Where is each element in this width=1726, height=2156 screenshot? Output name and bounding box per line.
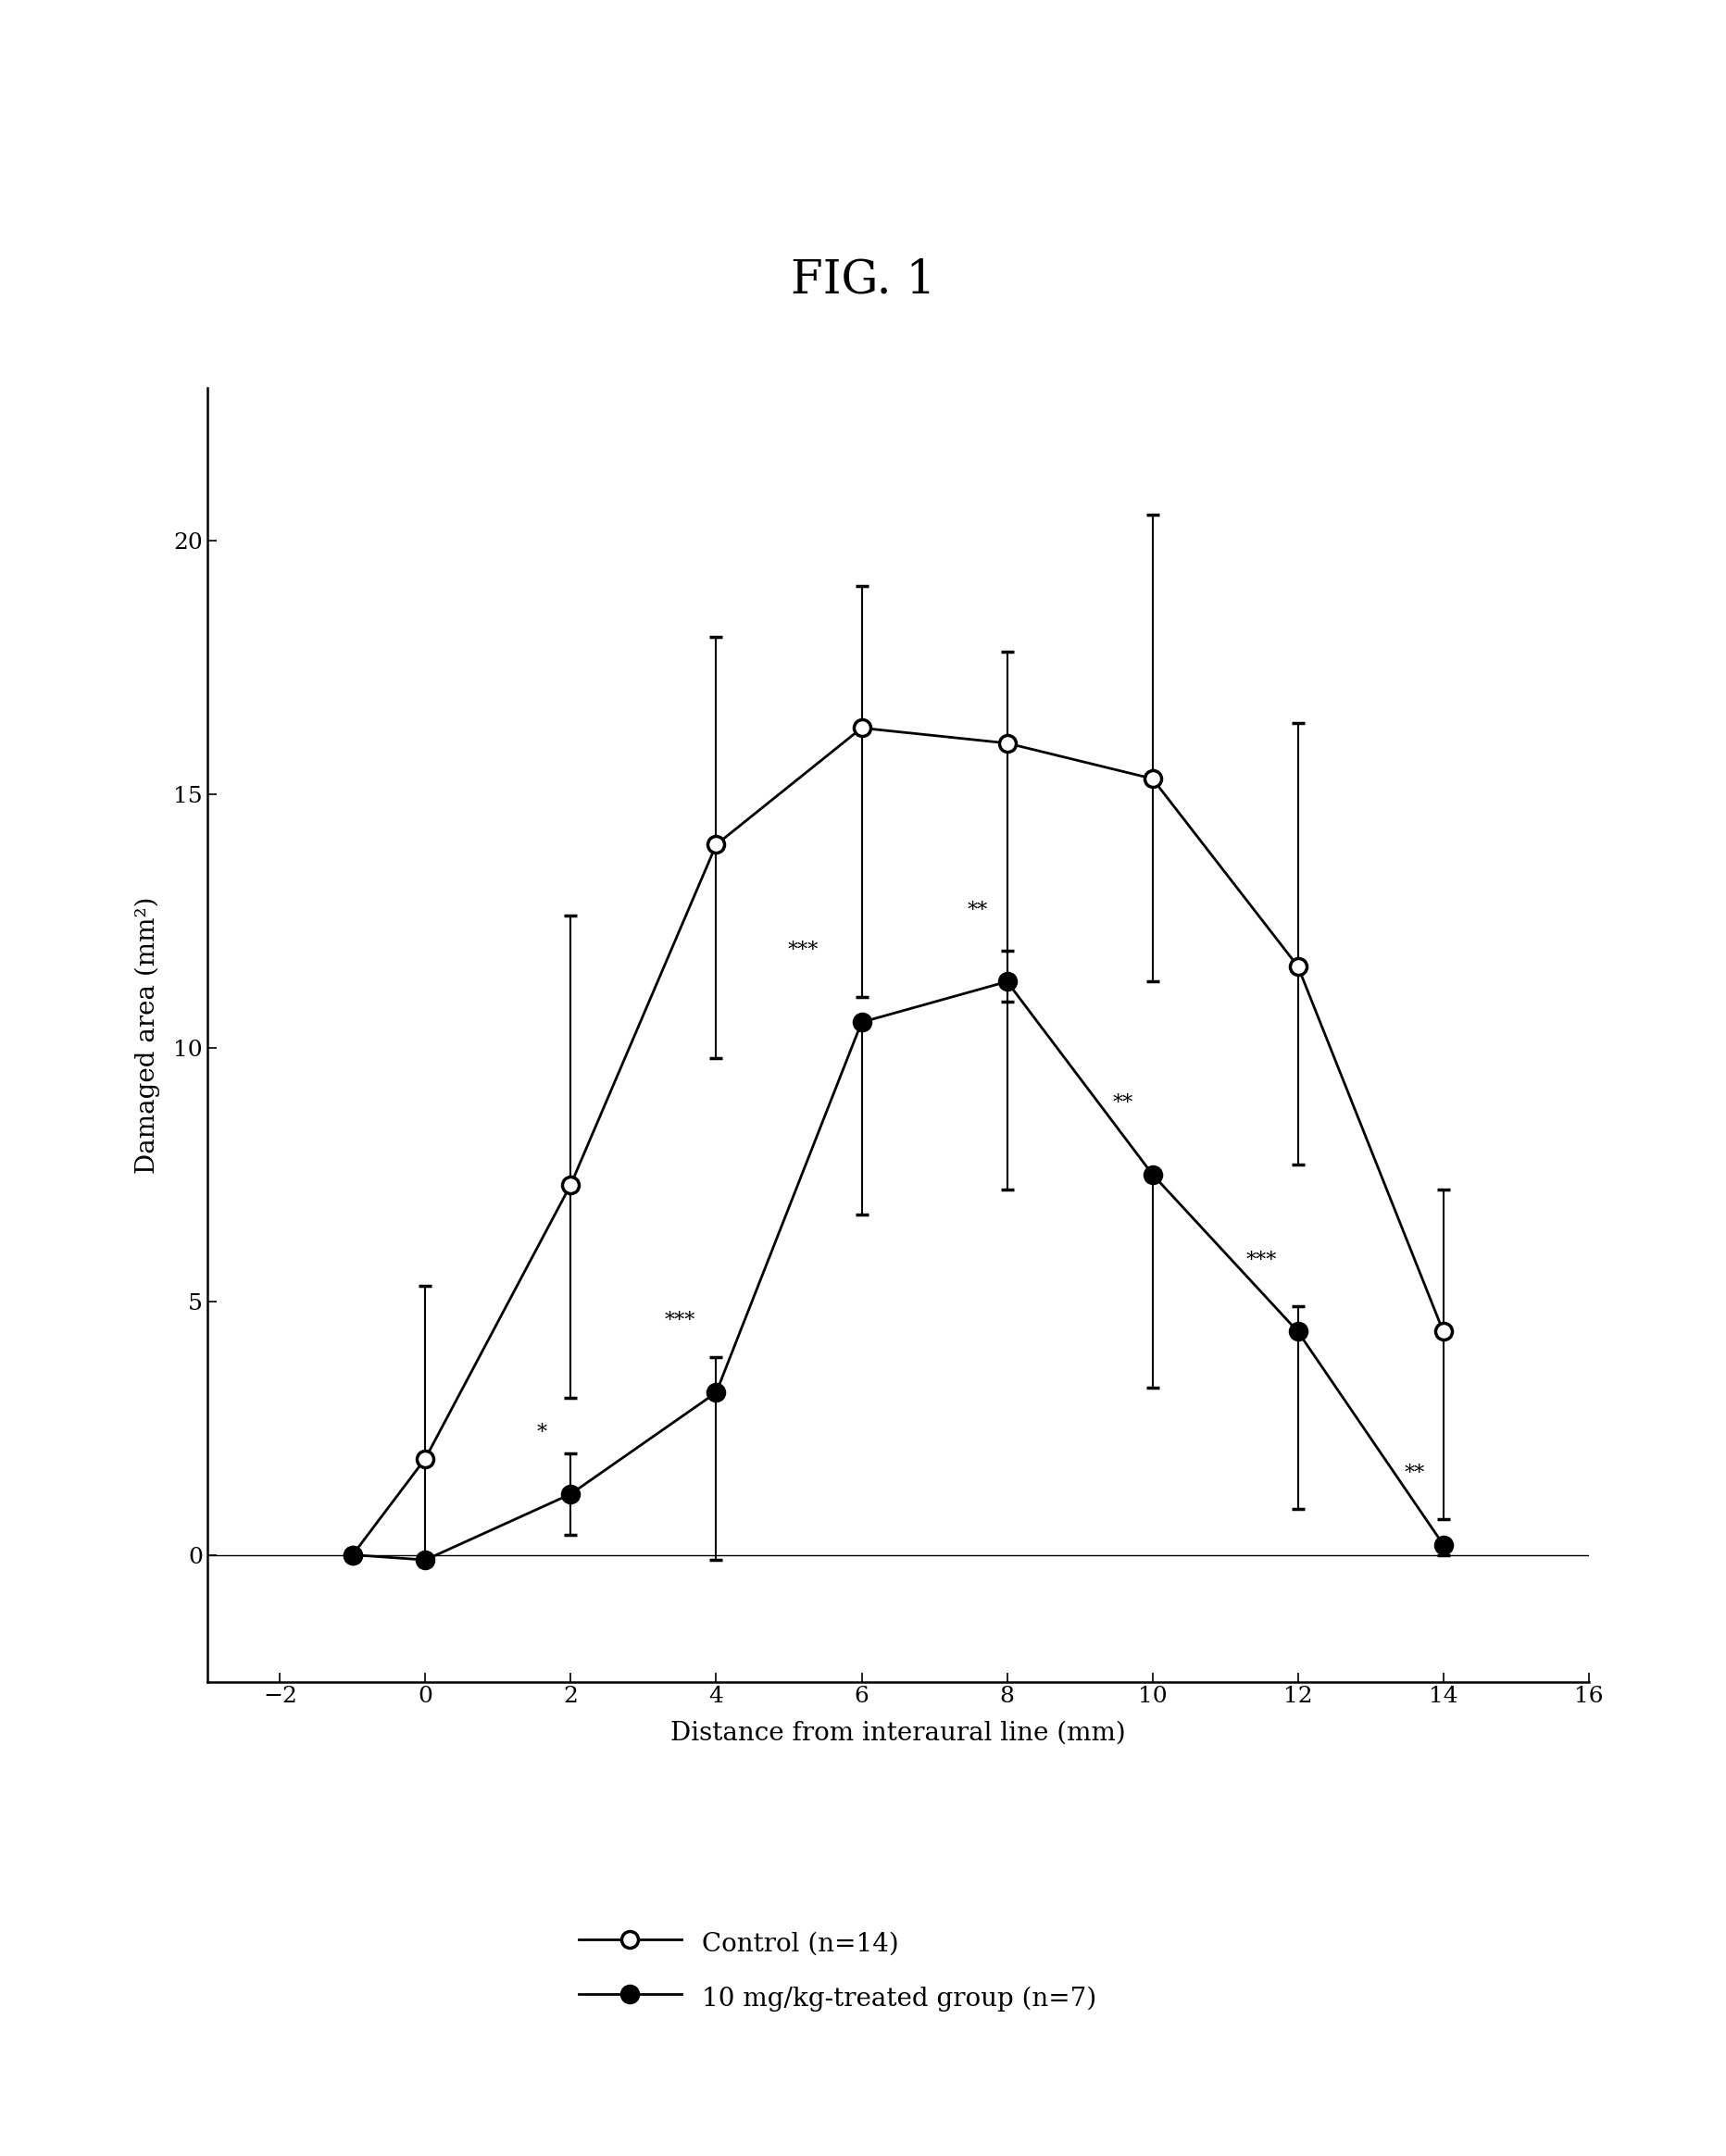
Text: ***: *** [665,1311,696,1332]
Y-axis label: Damaged area (mm²): Damaged area (mm²) [135,897,161,1173]
Legend: Control (n=14), 10 mg/kg-treated group (n=7): Control (n=14), 10 mg/kg-treated group (… [564,1915,1108,2027]
Text: *: * [537,1423,547,1442]
Text: FIG. 1: FIG. 1 [791,257,935,304]
Text: **: ** [1403,1464,1424,1483]
Text: **: ** [1113,1093,1132,1112]
X-axis label: Distance from interaural line (mm): Distance from interaural line (mm) [670,1720,1125,1746]
Text: ***: *** [787,940,818,962]
Text: ***: *** [1246,1250,1276,1270]
Text: **: ** [967,901,987,921]
